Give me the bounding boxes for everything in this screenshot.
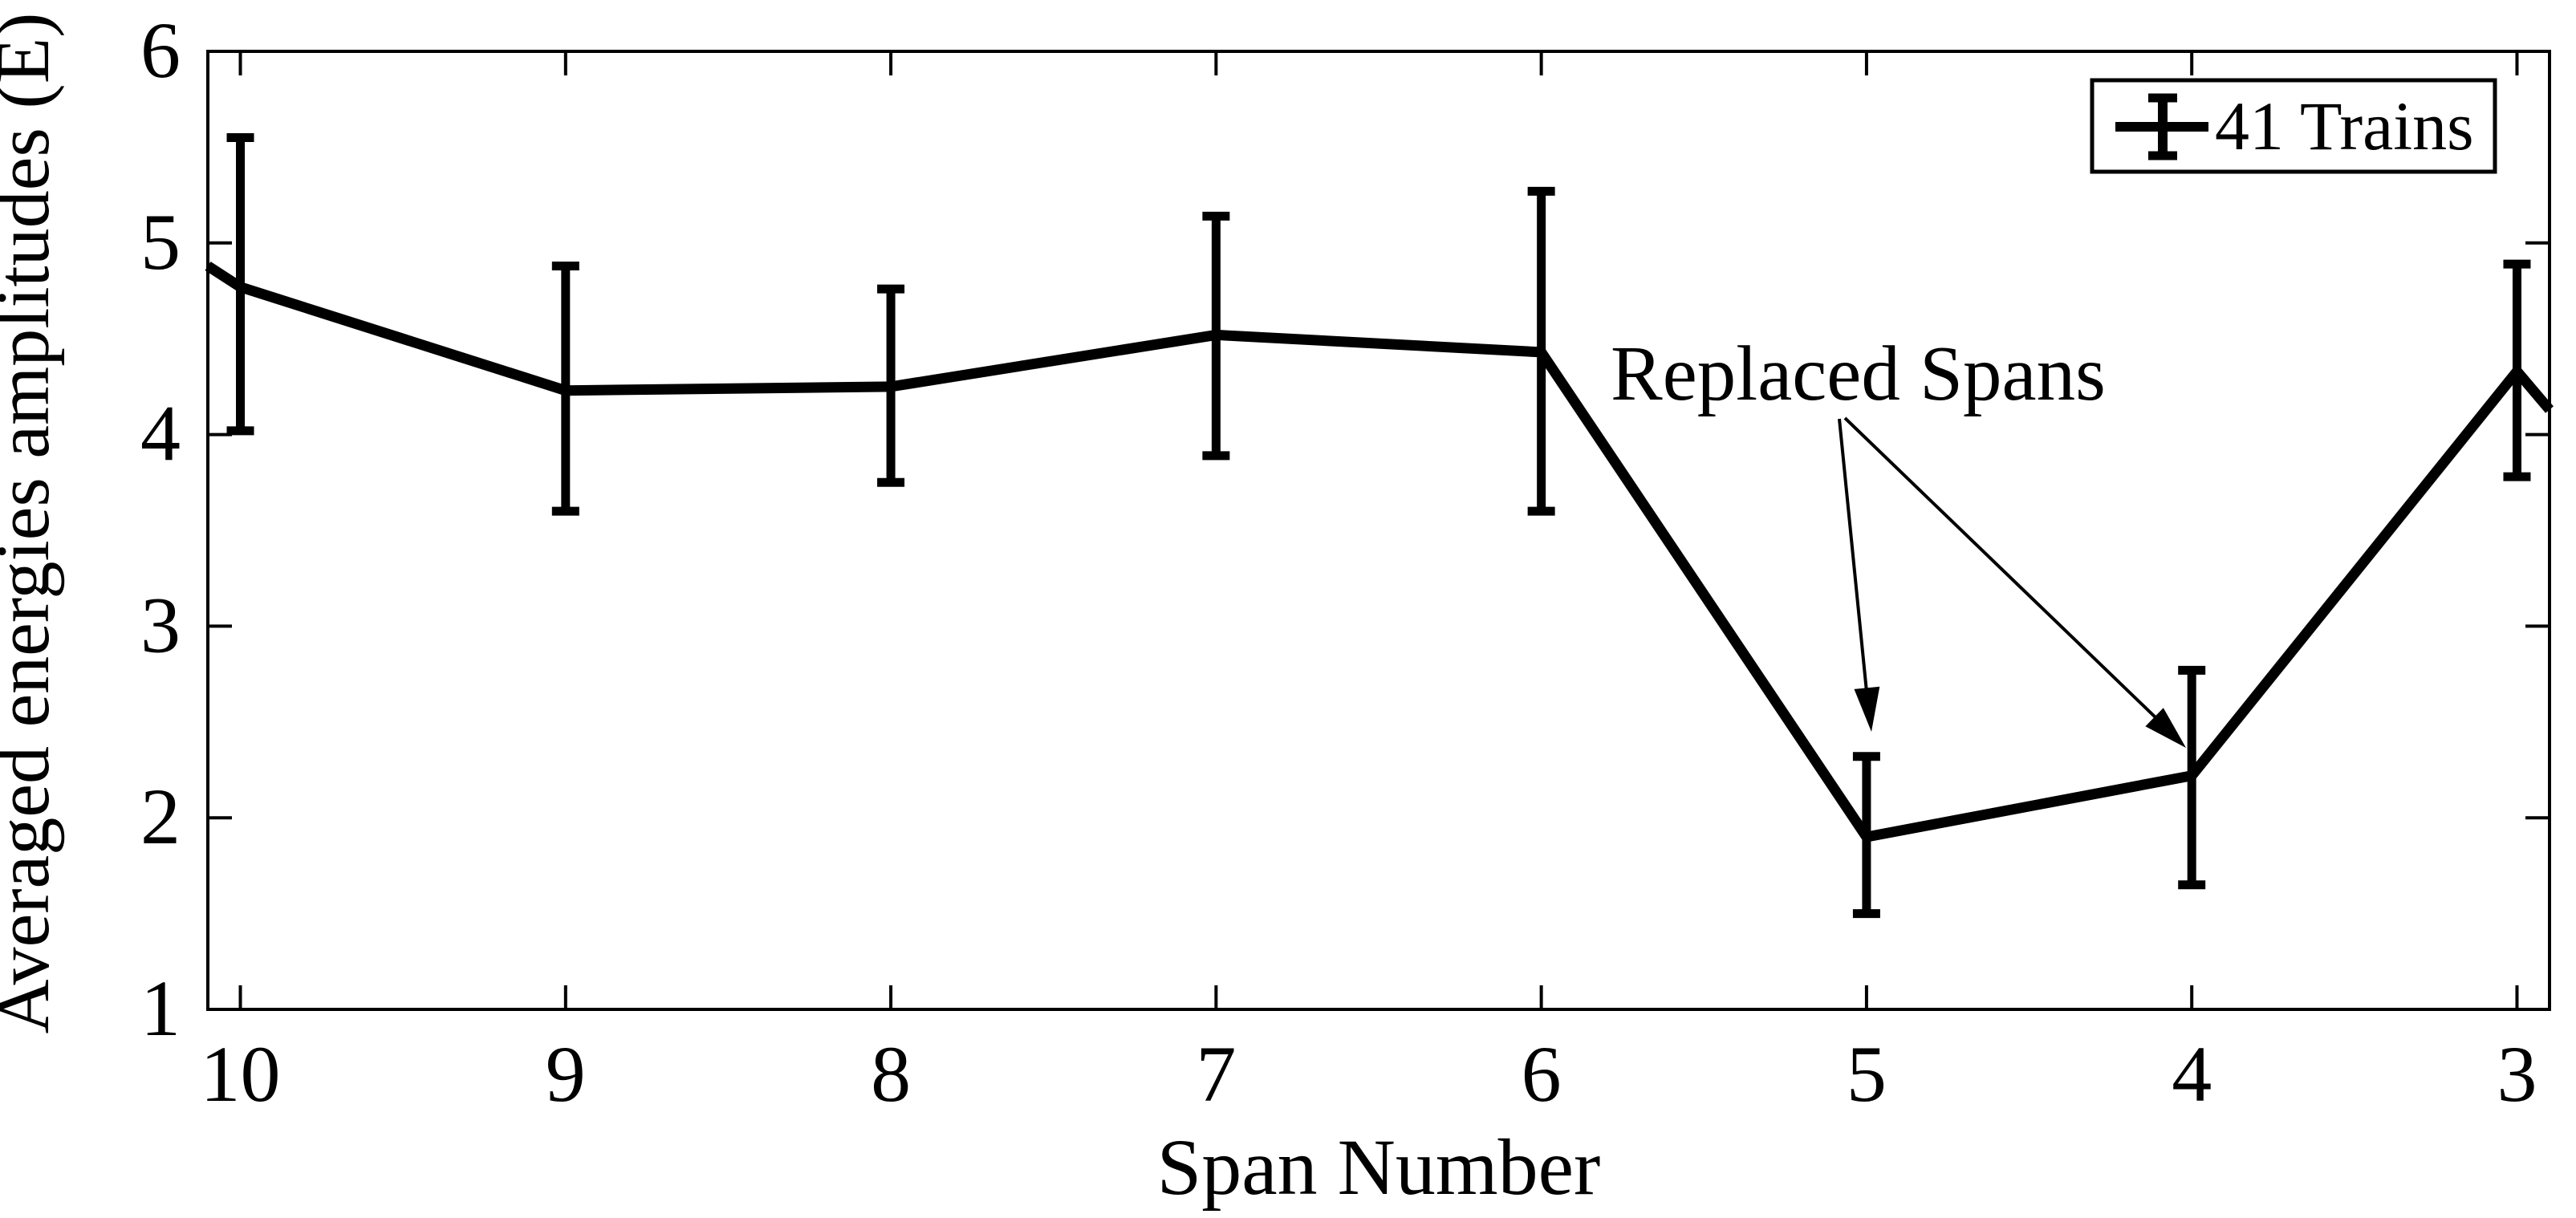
x-tick-label: 4 [2172,1029,2212,1119]
x-axis-label: Span Number [1157,1123,1601,1212]
annotation-arrow-left [1838,418,1880,732]
x-tick-label: 10 [201,1029,281,1119]
errorbar-layer [226,132,2531,919]
legend-label: 41 Trains [2215,87,2474,164]
y-tick-label: 2 [140,772,181,861]
annotation: Replaced Spans [1611,331,2186,748]
x-tick-label: 9 [546,1029,586,1119]
x-tick-label: 7 [1196,1029,1236,1119]
x-tick-labels: 10 9 8 7 6 5 4 3 [201,1029,2537,1119]
y-tick-label: 5 [140,197,181,286]
x-tick-label: 5 [1847,1029,1887,1119]
x-tick-label: 3 [2497,1029,2537,1119]
annotation-arrow-right [1843,416,2186,748]
annotation-text: Replaced Spans [1611,331,2106,416]
data-line [205,262,2554,843]
y-tick-label: 6 [140,6,181,95]
y-tick-label: 3 [140,580,181,669]
y-tick-labels: 1 2 3 4 5 6 [140,6,181,1053]
x-tick-label: 6 [1522,1029,1562,1119]
axes-frame [206,50,2551,1011]
data-line-layer [205,262,2554,843]
x-tick-label: 8 [871,1029,911,1119]
y-tick-label: 4 [140,389,181,478]
axes-frame-layer [206,50,2551,1011]
y-tick-label: 1 [140,964,181,1053]
legend-errorbar-icon [2115,93,2208,160]
legend: 41 Trains [2090,78,2497,174]
y-axis-label: Averaged energies amplitudes (E) [0,13,65,1034]
